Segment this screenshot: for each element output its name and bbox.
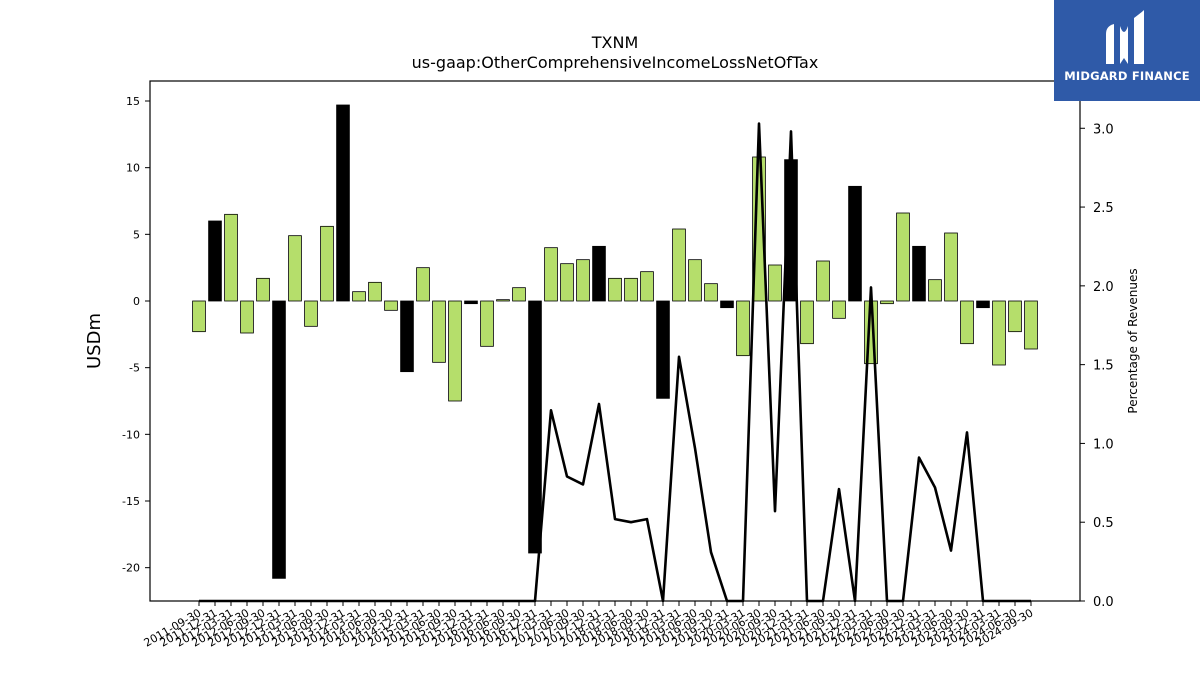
line-group: [199, 122, 1031, 603]
bar-2012-03-31: [224, 213, 238, 302]
y-tick-label: -20: [122, 562, 140, 575]
bar-2016-03-31: [480, 300, 494, 347]
y2-axis-label: Percentage of Revenues: [1126, 268, 1140, 413]
y2-tick-label: 2.0: [1093, 280, 1114, 295]
chart-title: TXNM: [591, 33, 639, 52]
bar-2017-06-30: [560, 263, 574, 302]
y-tick-label: -5: [129, 362, 140, 375]
bar-2014-12-31: [400, 300, 414, 373]
y2-axis: 0.0 0.5 1.0 1.5 2.0 2.5 3.0: [1080, 122, 1114, 610]
bar-2017-09-30: [576, 259, 590, 302]
bar-2014-06-30: [368, 281, 382, 302]
y-tick-label: 15: [126, 95, 140, 108]
bar-2019-12-31: [720, 300, 734, 309]
bar-2015-12-31: [464, 300, 478, 305]
logo-text: MIDGARD FINANCE: [1064, 69, 1190, 83]
bar-2013-12-31: [336, 104, 350, 302]
bar-2021-09-30: [832, 300, 846, 319]
bar-2023-12-31: [976, 300, 990, 309]
y2-tick-label: 1.5: [1093, 359, 1114, 374]
bar-2015-03-31: [416, 267, 430, 302]
bar-2023-09-30: [960, 300, 974, 345]
bar-2014-03-31: [352, 291, 366, 302]
y-axis-label: USDm: [84, 313, 105, 369]
bar-2016-09-30: [512, 287, 526, 302]
bar-2022-06-30: [880, 300, 894, 305]
bar-2013-03-31: [288, 235, 302, 302]
bar-2013-06-30: [304, 300, 318, 327]
y-axis: -20 -15 -10 -5 0 5 10 15: [122, 95, 150, 575]
bar-2019-03-31: [672, 228, 686, 302]
midgard-logo: MIDGARD FINANCE: [1054, 0, 1200, 101]
y2-tick-label: 3.0: [1093, 122, 1114, 137]
y2-tick-label: 2.5: [1093, 201, 1114, 216]
chart-subtitle: us-gaap:OtherComprehensiveIncomeLossNetO…: [412, 53, 819, 72]
bar-2024-03-31: [992, 300, 1006, 366]
bar-2020-03-31: [736, 300, 750, 357]
y-tick-label: 5: [133, 228, 140, 241]
midgard-logo-icon: [1106, 10, 1144, 64]
bar-2023-06-30: [944, 232, 958, 302]
bar-2015-09-30: [448, 300, 462, 402]
x-axis: 2011-09-302011-12-312012-03-312012-06-30…: [142, 601, 1036, 650]
bar-2023-03-31: [928, 279, 942, 302]
bar-2019-09-30: [704, 283, 718, 302]
bar-2012-12-31: [272, 300, 286, 579]
y2-tick-label: 0.0: [1093, 595, 1114, 610]
bar-2014-09-30: [384, 300, 398, 311]
bar-2021-12-31: [848, 185, 862, 302]
bar-2011-12-31: [208, 220, 222, 302]
bar-2011-09-30: [192, 300, 206, 333]
bar-2018-06-30: [624, 277, 638, 302]
y-tick-label: 10: [126, 162, 140, 175]
bar-2018-12-31: [656, 300, 670, 399]
y2-tick-label: 1.0: [1093, 437, 1114, 452]
y2-tick-label: 0.5: [1093, 516, 1114, 531]
y-tick-label: -10: [122, 428, 140, 441]
bar-2024-09-30: [1024, 300, 1038, 350]
bar-2022-12-31: [912, 245, 926, 302]
bar-2017-03-31: [544, 247, 558, 302]
line-series: [199, 122, 1031, 603]
plot-frame: [149, 80, 1081, 602]
y-tick-label: 0: [133, 295, 140, 308]
bar-2016-06-30: [496, 299, 510, 302]
bar-2024-06-30: [1008, 300, 1022, 333]
y-tick-label: -15: [122, 495, 140, 508]
bar-2022-09-30: [896, 212, 910, 302]
bar-2015-06-30: [432, 300, 446, 363]
bar-2013-09-30: [320, 225, 334, 302]
bar-2017-12-31: [592, 245, 606, 302]
bar-2012-06-30: [240, 300, 254, 334]
bar-2020-09-30: [768, 264, 782, 302]
bar-2012-09-30: [256, 277, 270, 302]
bar-2016-12-31: [528, 300, 542, 554]
bar-2019-06-30: [688, 259, 702, 302]
bar-2021-06-30: [816, 260, 830, 302]
bar-2021-03-31: [800, 300, 814, 345]
bar-2018-09-30: [640, 271, 654, 302]
bar-2018-03-31: [608, 277, 622, 302]
bars-group: [192, 104, 1038, 579]
